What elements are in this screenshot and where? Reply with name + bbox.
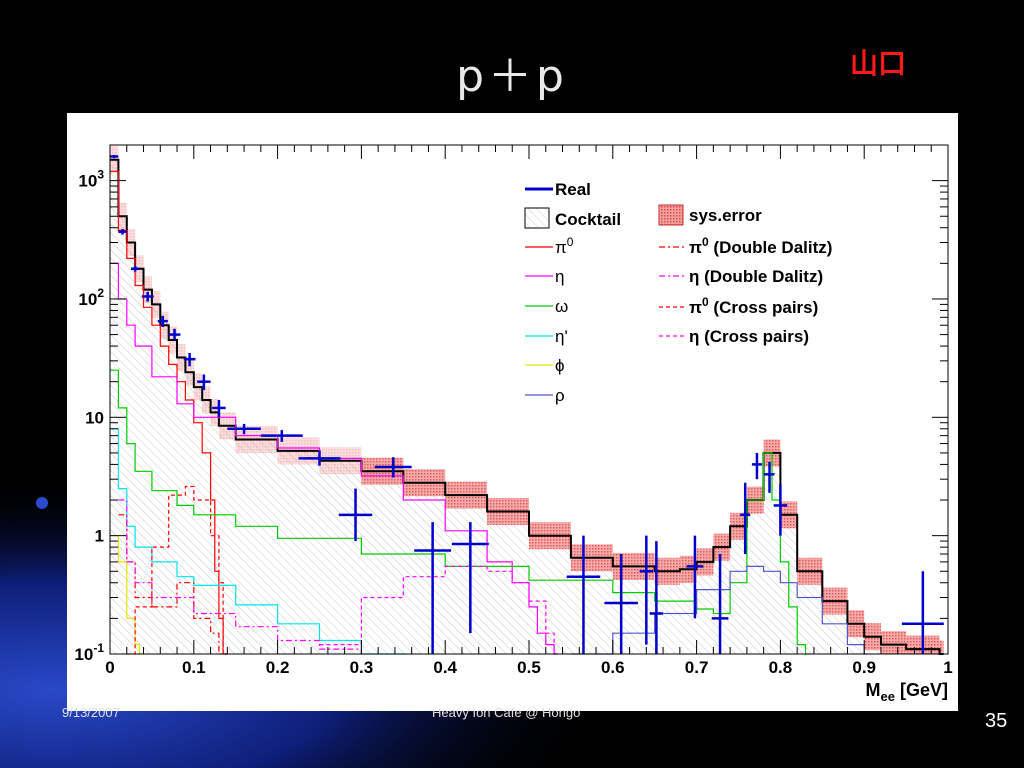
legend-label: ω — [555, 297, 568, 316]
x-tick-label: 0.5 — [517, 658, 541, 677]
x-tick-label: 0.9 — [852, 658, 876, 677]
legend-label: sys.error — [689, 206, 762, 225]
x-axis-label: Mee [GeV] — [866, 680, 948, 704]
legend-label: η' — [555, 327, 568, 346]
y-tick-label: 10 — [85, 408, 104, 427]
x-tick-label: 0.8 — [769, 658, 793, 677]
legend-swatch — [524, 207, 550, 229]
legend-label: η (Cross pairs) — [689, 327, 809, 346]
series-5-curve — [110, 535, 144, 655]
legend-label: ϕ — [555, 356, 565, 375]
x-tick-label: 0.6 — [601, 658, 625, 677]
sys-error-block — [880, 631, 907, 655]
legend-label: Real — [555, 180, 591, 199]
x-tick-label: 0.1 — [182, 658, 206, 677]
dielectron-mass-spectrum-chart: 0 0.1 0.2 0.3 0.4 0.5 0.6 0.7 0.8 0.9 110310210110… — [74, 144, 953, 704]
legend-label: π0 (Cross pairs) — [689, 295, 818, 317]
footer-date: 9/13/2007 — [62, 705, 120, 720]
x-tick-label: 0.2 — [266, 658, 290, 677]
legend-label: η — [555, 267, 564, 286]
x-tick-label: 0.7 — [685, 658, 709, 677]
legend-label: ρ — [555, 386, 565, 405]
series-7-curve — [118, 514, 228, 655]
legend-label: Cocktail — [555, 210, 621, 229]
series-6-curve — [570, 565, 869, 655]
sys-error-block — [939, 640, 944, 655]
slide-number: 35 — [985, 710, 1008, 732]
footer-event: Heavy Ion Cafe @ Hongo — [432, 705, 581, 720]
x-tick-label: 1 — [943, 658, 952, 677]
y-tick-label: 102 — [78, 286, 104, 309]
legend-label: η (Double Dalitz) — [689, 267, 823, 286]
legend: Real Cocktail π0 ηω η' ϕρ sys.error π0 (Double … — [524, 180, 832, 405]
plot-panel: 0 0.1 0.2 0.3 0.4 0.5 0.6 0.7 0.8 0.9 1 103 102 10 1 10… — [67, 113, 958, 711]
legend-swatch — [658, 204, 684, 226]
author-tag: 山口 — [850, 47, 907, 80]
real-data-points — [110, 154, 944, 654]
x-tick-label: 0.4 — [433, 658, 457, 677]
series-10-curve — [319, 565, 559, 655]
y-tick-label: 10-1 — [74, 641, 104, 664]
series-0-curve — [110, 158, 944, 655]
legend-label: π0 (Double Dalitz) — [689, 235, 832, 257]
legend-label: π0 — [555, 235, 574, 257]
axes: 0 0.1 0.2 0.3 0.4 0.5 0.6 0.7 0.8 0.9 110310210110… — [74, 144, 953, 704]
x-tick-label: 0.3 — [350, 658, 374, 677]
x-tick-label: 0 — [105, 658, 114, 677]
series-1-curve — [110, 170, 228, 655]
y-tick-label: 103 — [78, 168, 104, 191]
y-tick-label: 1 — [95, 527, 104, 546]
slide-title: p＋p — [456, 51, 568, 102]
